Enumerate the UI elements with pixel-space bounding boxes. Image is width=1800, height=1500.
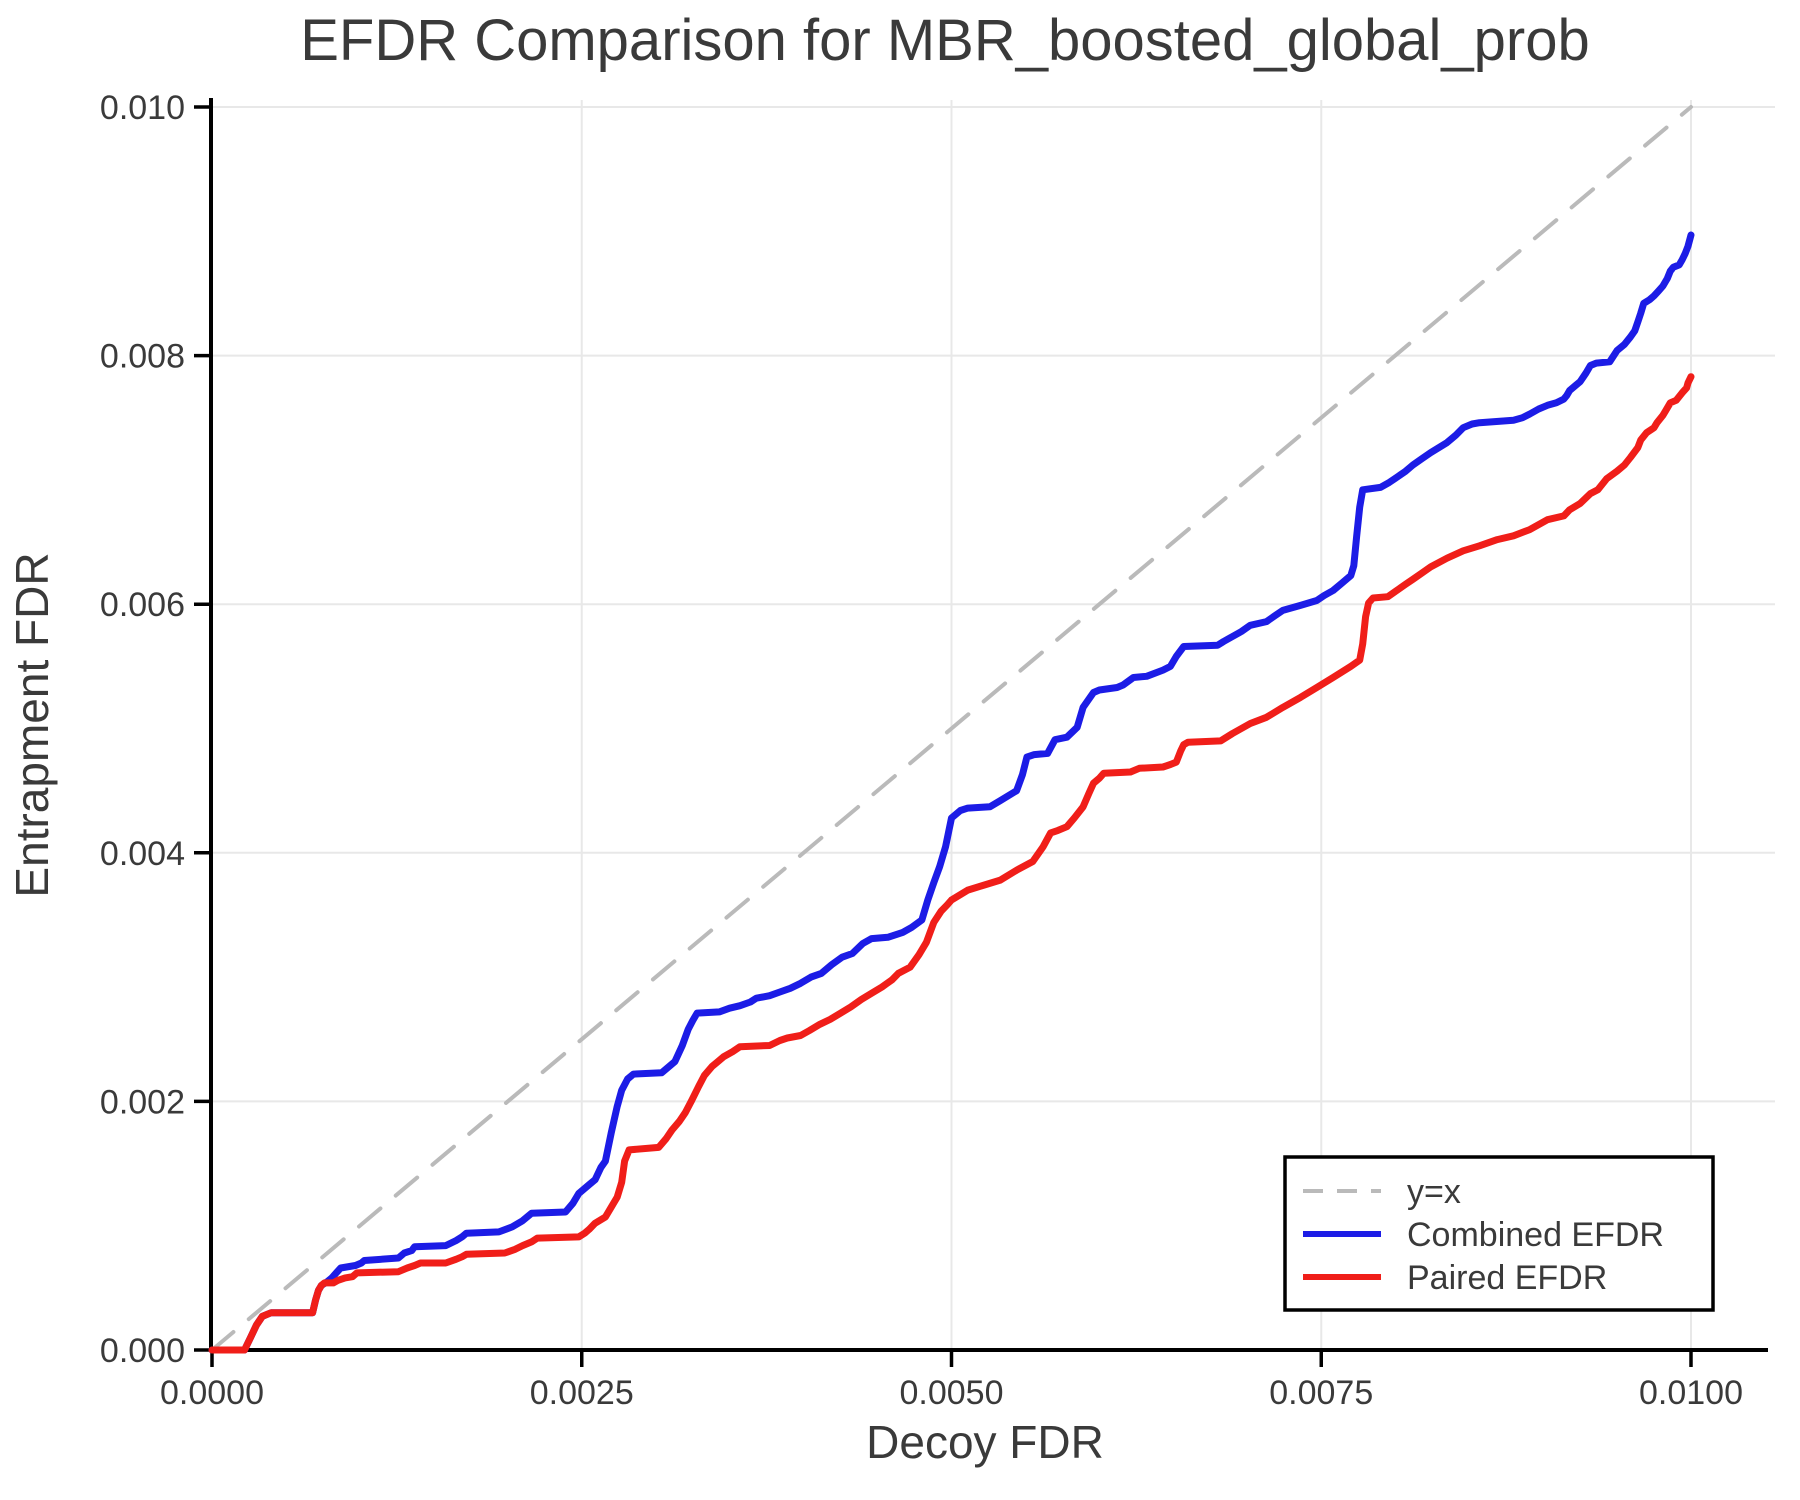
series-line-paired-efdr — [208, 373, 1695, 1354]
series-lines — [208, 105, 1695, 1354]
y-tick-label: 0.006 — [100, 586, 185, 624]
series-line-y-x — [210, 105, 1693, 1352]
y-tick-label: 0.010 — [100, 89, 185, 127]
x-tick-label: 0.0100 — [1639, 1374, 1743, 1412]
x-tick-label: 0.0075 — [1269, 1374, 1373, 1412]
x-tick-label: 0.0050 — [900, 1374, 1004, 1412]
legend-label-1: y=x — [1407, 1173, 1461, 1211]
gridlines — [211, 100, 1775, 1350]
y-axis-label: Entrapment FDR — [6, 552, 58, 897]
y-tick-label: 0.000 — [100, 1332, 185, 1370]
y-tick-label: 0.008 — [100, 338, 185, 376]
legend-label-3: Paired EFDR — [1407, 1259, 1607, 1297]
series-line-combined-efdr — [208, 231, 1695, 1354]
x-tick-label: 0.0000 — [160, 1374, 264, 1412]
x-axis-label: Decoy FDR — [866, 1416, 1104, 1468]
y-tick-label: 0.004 — [100, 835, 185, 873]
y-tick-label: 0.002 — [100, 1083, 185, 1121]
legend-label-2: Combined EFDR — [1407, 1216, 1664, 1254]
plot-title: EFDR Comparison for MBR_boosted_global_p… — [300, 8, 1590, 73]
legend: y=x Combined EFDR Paired EFDR — [1283, 1155, 1715, 1312]
x-tick-label: 0.0025 — [530, 1374, 634, 1412]
tick-labels: 0.0000 0.0025 0.0050 0.0075 0.0100 0.000 0.002… — [100, 89, 1743, 1412]
